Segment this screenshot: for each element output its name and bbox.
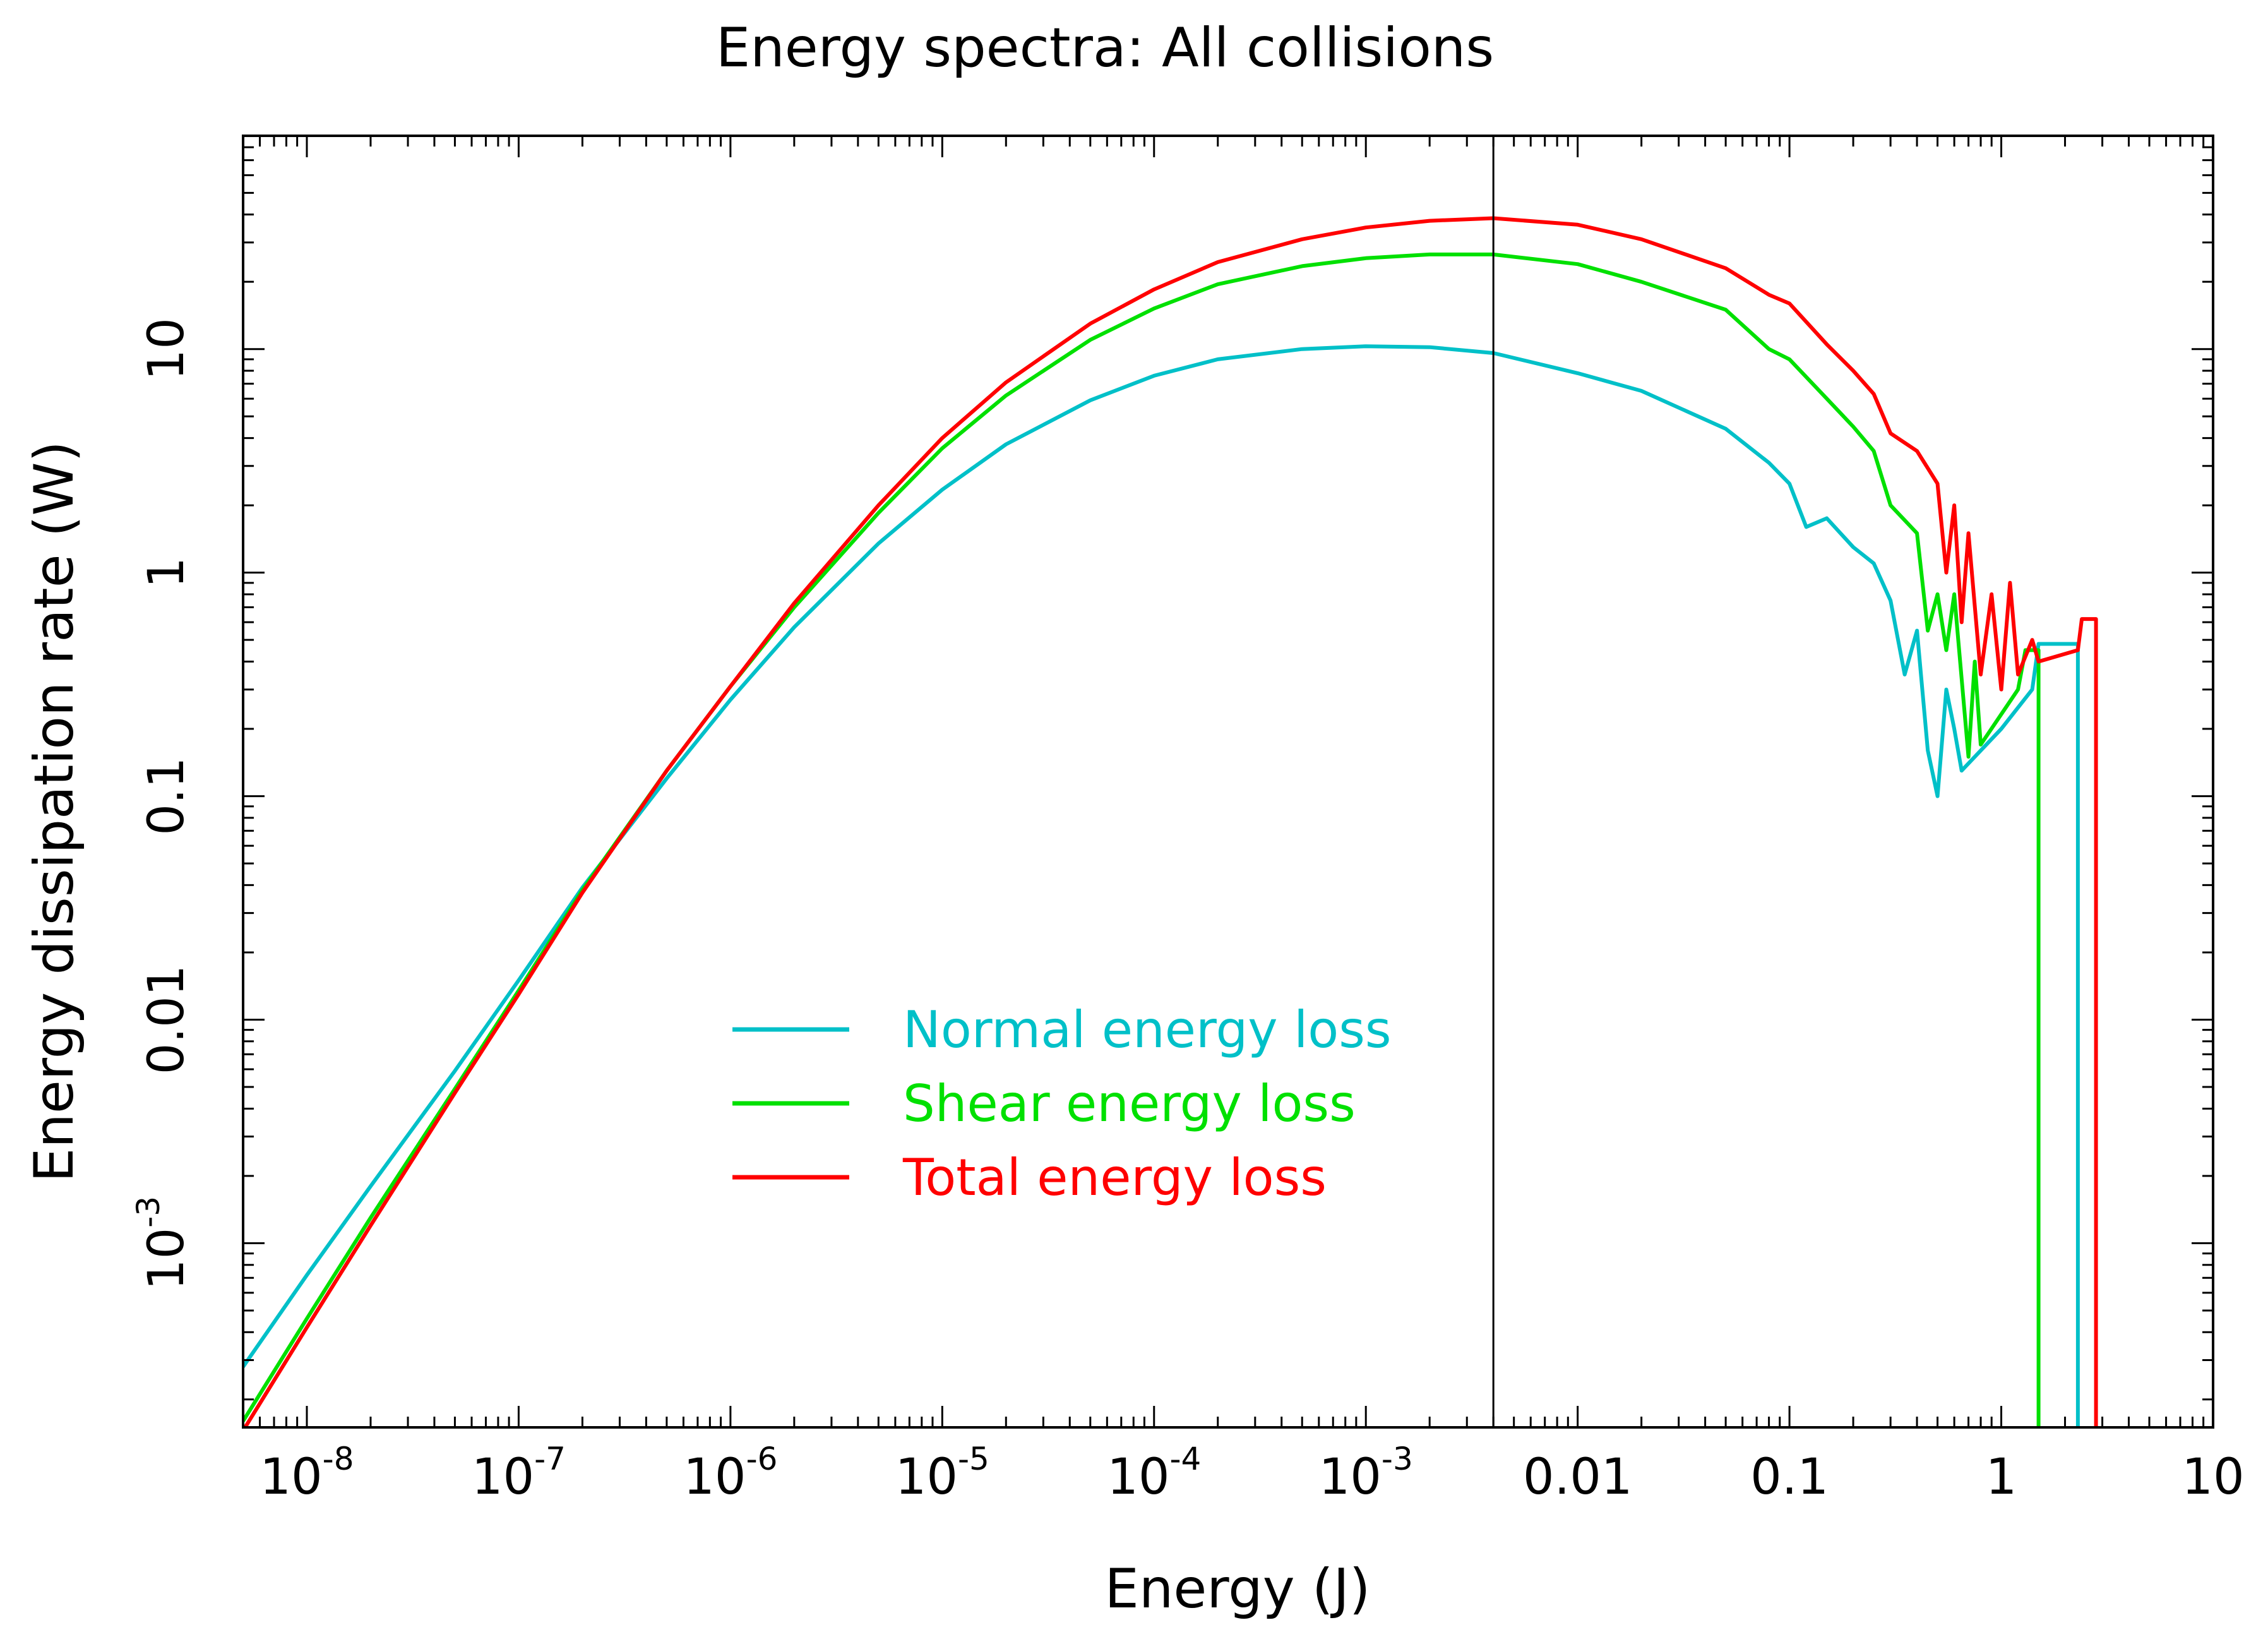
series-line-1 [243, 344, 2080, 1427]
x-axis-label: Energy (J) [1105, 1557, 1371, 1621]
x-tick-label: 10-5 [895, 1441, 989, 1506]
x-tick-label: 10-4 [1107, 1441, 1201, 1506]
tick-labels-layer: 10-8 10-7 10-6 10-5 10-4 10-3 0.01 0.1 1 10 10-3 0.… [130, 318, 2245, 1506]
x-tick-label: 1 [1986, 1449, 2017, 1506]
y-tick-label: 0.01 [138, 965, 195, 1075]
x-tick-label: 0.1 [1750, 1449, 1829, 1506]
x-tick-label: 10-7 [472, 1441, 566, 1506]
chart-title: Energy spectra: All collisions [716, 16, 1494, 80]
x-tick-label: 10-6 [683, 1441, 777, 1506]
plot-frame [242, 135, 2214, 1429]
x-tick-label: 10-8 [260, 1441, 354, 1506]
series-line-2 [243, 252, 2041, 1427]
legend: Normal energy loss Shear energy loss Total… [732, 1000, 1392, 1207]
x-tick-label: 10-3 [1319, 1441, 1413, 1506]
y-axis-label: Energy dissipation rate (W) [23, 441, 86, 1182]
legend-label-1: Normal energy loss [903, 1000, 1392, 1059]
ticks-layer [242, 135, 2214, 1427]
series-layer [243, 216, 2098, 1427]
x-tick-label: 0.01 [1523, 1449, 1633, 1506]
x-tick-label: 10 [2181, 1449, 2244, 1506]
series-line-3 [243, 216, 2098, 1427]
y-tick-label: 10 [138, 318, 195, 380]
y-tick-label: 10-3 [130, 1196, 195, 1290]
y-tick-label: 0.1 [138, 757, 195, 836]
legend-label-2: Shear energy loss [903, 1074, 1356, 1133]
y-tick-label: 1 [138, 557, 195, 589]
legend-label-3: Total energy loss [902, 1148, 1327, 1207]
